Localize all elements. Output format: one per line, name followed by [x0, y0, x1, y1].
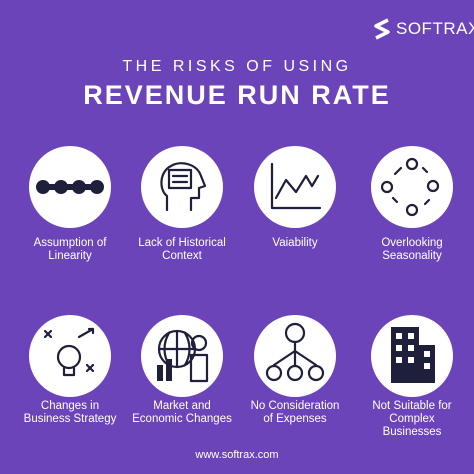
label-line: Changes in	[40, 400, 100, 412]
item-label: Assumption of Linearity	[8, 237, 132, 263]
icon-circle	[141, 315, 223, 397]
label-line: Seasonality	[382, 250, 442, 262]
label-line: Businesses	[382, 426, 442, 438]
label-line: Complex	[389, 413, 435, 425]
header-kicker: THE RISKS OF USING	[122, 58, 352, 75]
label-line: Assumption of	[33, 237, 107, 249]
icon	[265, 322, 325, 382]
icon	[157, 329, 209, 383]
icon	[270, 162, 322, 210]
icon	[391, 327, 435, 383]
header-title: REVENUE RUN RATE	[83, 80, 391, 110]
label-line: Overlooking	[381, 237, 443, 249]
item-label: Market and Economic Changes	[120, 400, 244, 426]
icon	[380, 157, 440, 217]
brand-logo	[374, 18, 390, 40]
brand: SOFTRAX	[372, 16, 474, 42]
label-line: Economic Changes	[132, 413, 232, 425]
footer: www.softrax.com	[195, 449, 279, 461]
label-line: Vaiability	[272, 237, 318, 249]
icon	[36, 180, 104, 194]
label-line: Lack of Historical	[138, 237, 226, 249]
label-line: No Consideration	[250, 400, 340, 412]
item-label: Not Suitable for Complex Businesses	[350, 400, 474, 439]
item-label: Lack of Historical Context	[120, 237, 244, 263]
label-line: of Expenses	[263, 413, 327, 425]
item-label: Changes in Business Strategy	[8, 400, 132, 426]
icon	[43, 327, 95, 377]
label-line: Business Strategy	[23, 413, 117, 425]
icon-circle	[141, 146, 223, 228]
item-label: No Consideration of Expenses	[233, 400, 357, 426]
icon-circle	[29, 315, 111, 397]
label-line: Context	[162, 250, 202, 262]
icon-circle	[371, 315, 453, 397]
brand-name: SOFTRAX	[396, 19, 474, 38]
icon-circle	[29, 146, 111, 228]
item-label: Overlooking Seasonality	[350, 237, 474, 263]
label-line: Linearity	[48, 250, 92, 262]
icon-circle	[371, 146, 453, 228]
icon-circle	[254, 146, 336, 228]
label-line: Not Suitable for	[372, 400, 452, 412]
icon-circle	[254, 315, 336, 397]
icon	[160, 162, 207, 212]
label-line: Market and	[153, 400, 211, 412]
item-label: Vaiability	[233, 237, 357, 250]
